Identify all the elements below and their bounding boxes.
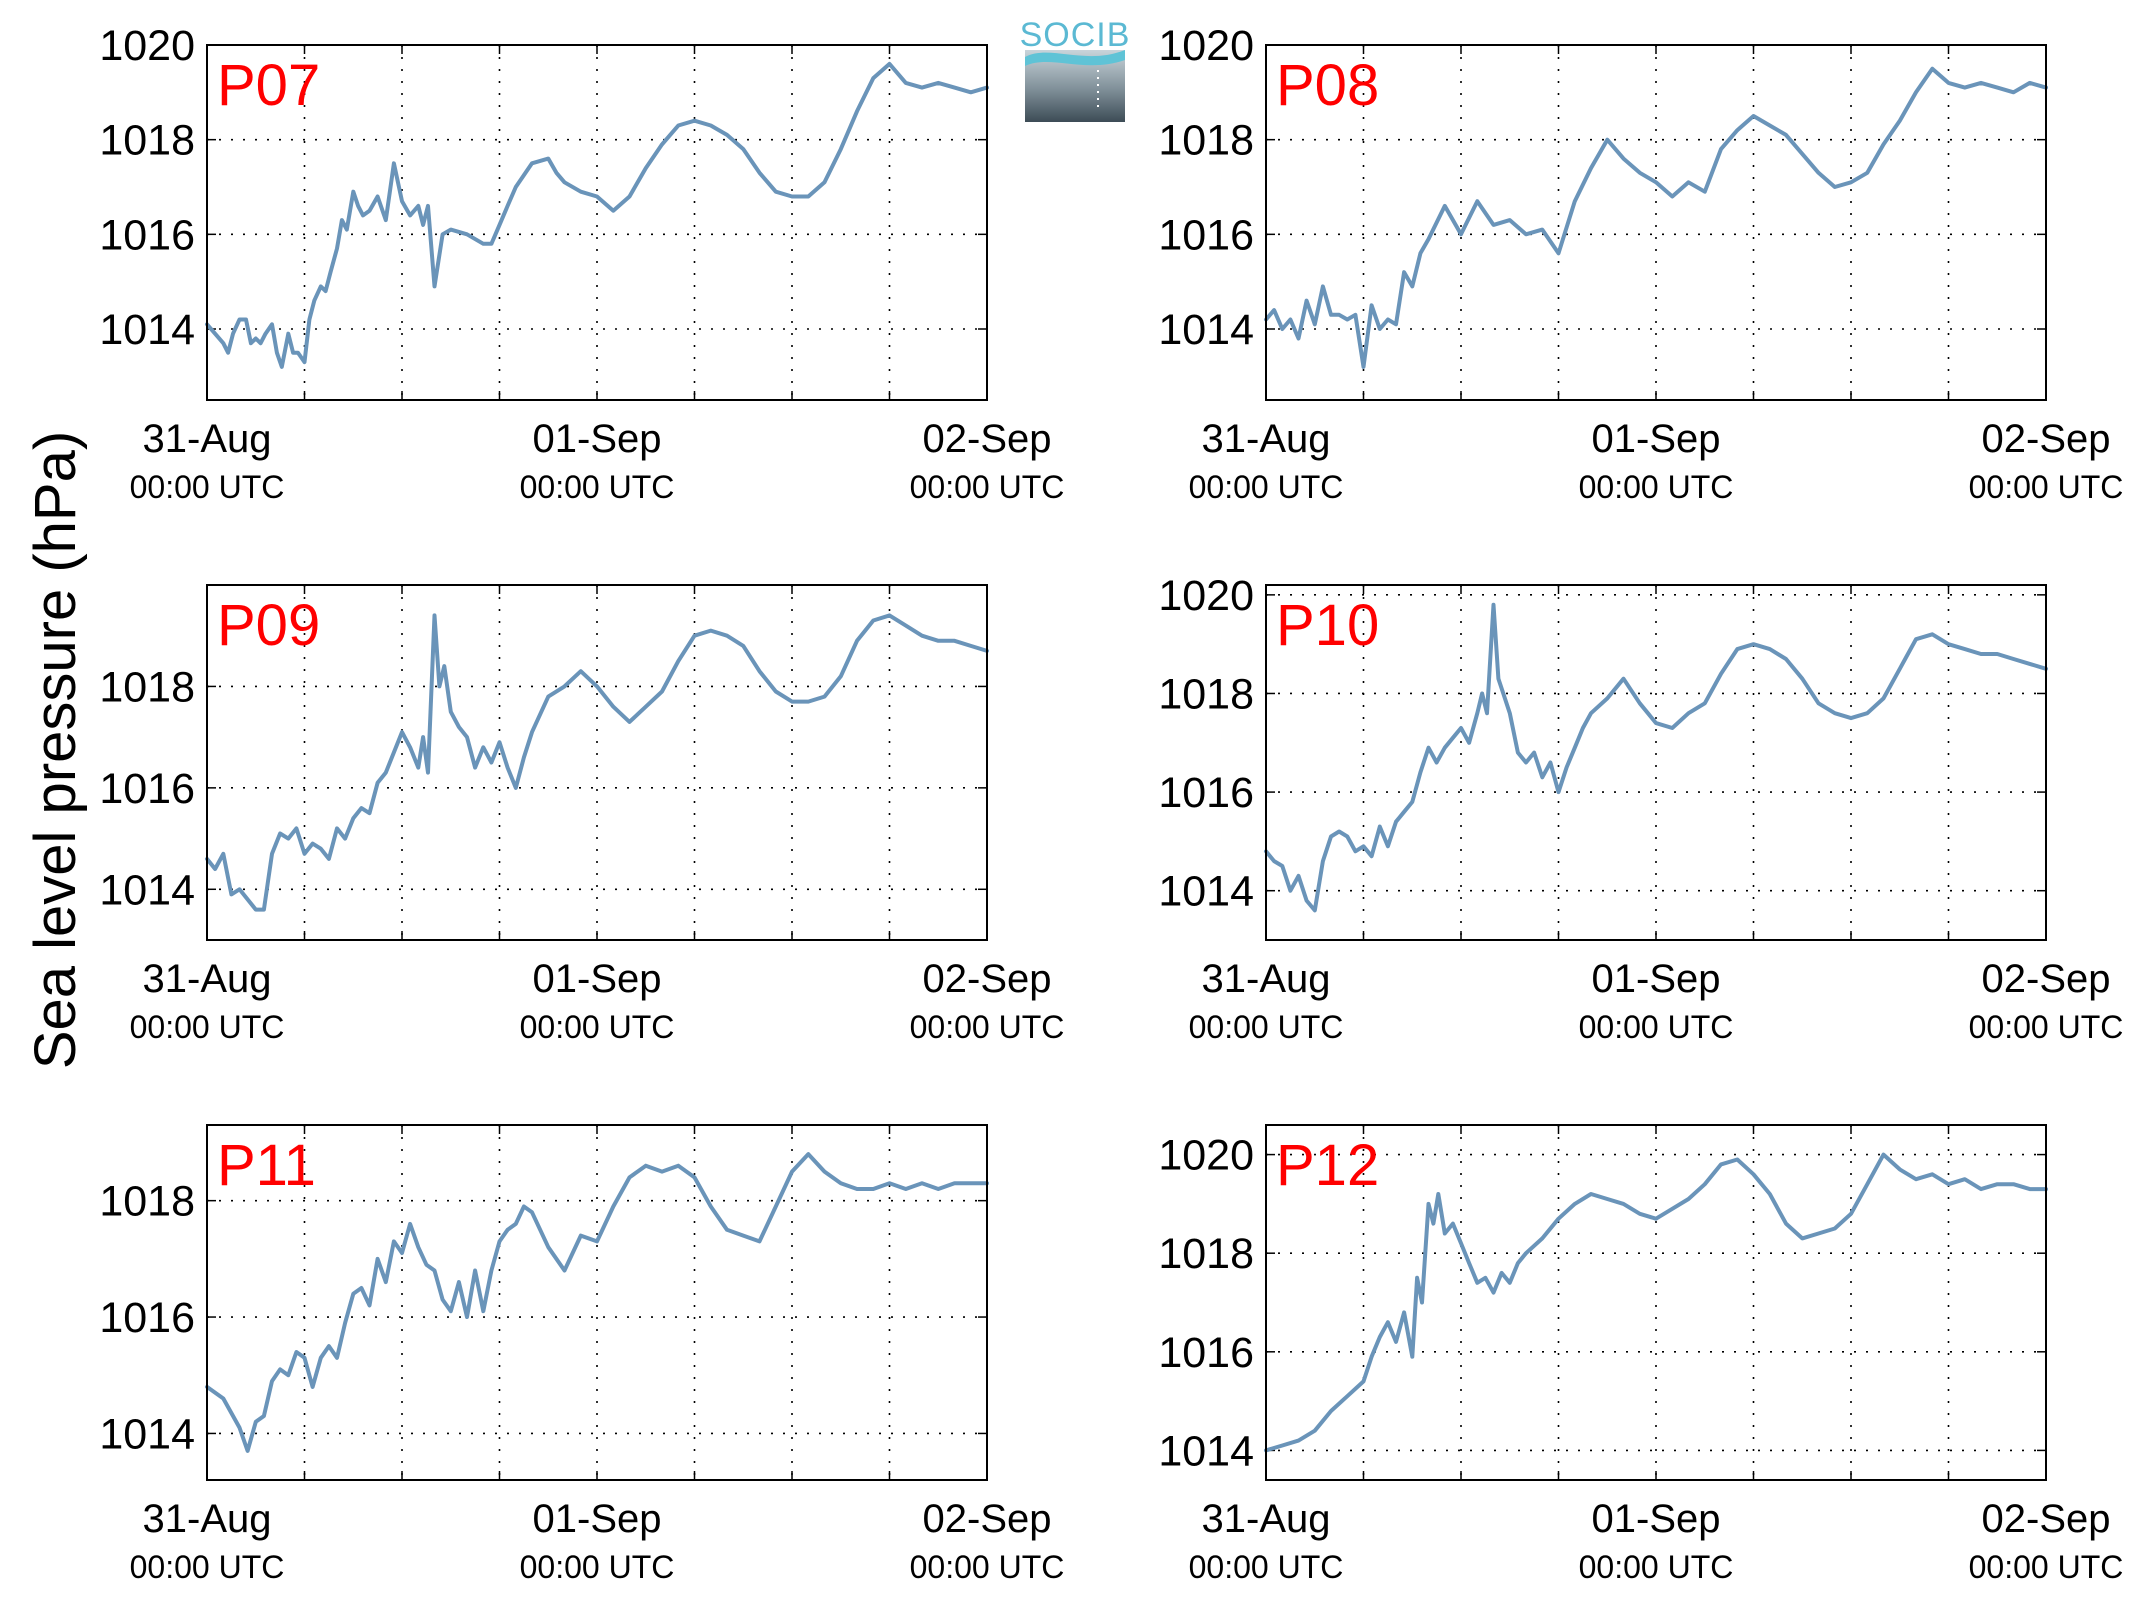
logo-text: SOCIB: [1020, 16, 1131, 54]
panel-title: P10: [1276, 593, 1379, 658]
y-tick-label: 1014: [1158, 868, 1254, 916]
y-tick-label: 1018: [1158, 670, 1254, 718]
series-line-p12: [1264, 1152, 2048, 1453]
y-tick-label: 1014: [1158, 306, 1254, 354]
x-tick-label-date: 02-Sep: [923, 1497, 1052, 1541]
x-tick-label-time: 00:00 UTC: [1969, 1009, 2124, 1045]
x-tick-label-date: 31-Aug: [1202, 417, 1331, 461]
x-tick-label-date: 02-Sep: [1982, 417, 2111, 461]
x-tick-label-time: 00:00 UTC: [130, 469, 285, 505]
panel-title: P12: [1276, 1133, 1379, 1198]
y-tick-label: 1014: [99, 306, 195, 354]
x-tick-label-date: 01-Sep: [533, 1497, 662, 1541]
series-line-p10: [1264, 602, 2048, 913]
y-tick-label: 1018: [1158, 1230, 1254, 1278]
y-tick-label: 1016: [1158, 211, 1254, 259]
x-tick-label-time: 00:00 UTC: [1189, 469, 1344, 505]
x-tick-label-date: 31-Aug: [1202, 1497, 1331, 1541]
x-tick-label-date: 01-Sep: [1592, 957, 1721, 1001]
x-tick-label-date: 31-Aug: [143, 1497, 272, 1541]
x-tick-label-date: 02-Sep: [923, 417, 1052, 461]
x-tick-label-time: 00:00 UTC: [520, 469, 675, 505]
x-tick-label-time: 00:00 UTC: [1969, 1549, 2124, 1585]
panel-title: P11: [217, 1133, 316, 1198]
y-tick-label: 1018: [1158, 117, 1254, 165]
y-tick-label: 1014: [99, 1410, 195, 1458]
panel-p11: 1014 1016 1018 31-Aug 00:00 UTC 01-Sep 00:00 U…: [99, 1124, 1065, 1585]
y-tick-label: 1020: [1158, 1132, 1254, 1180]
series-line-p07: [205, 61, 989, 369]
y-tick-label: 1018: [99, 1178, 195, 1226]
x-tick-label-time: 00:00 UTC: [130, 1549, 285, 1585]
x-tick-label-time: 00:00 UTC: [1579, 1549, 1734, 1585]
x-tick-label-time: 00:00 UTC: [910, 1009, 1065, 1045]
axes-frame: [206, 44, 988, 401]
series-line-p11: [205, 1152, 989, 1453]
x-tick-label-time: 00:00 UTC: [910, 1549, 1065, 1585]
axes-frame: [1265, 1124, 2047, 1481]
x-tick-label-date: 01-Sep: [1592, 1497, 1721, 1541]
y-tick-label: 1020: [1158, 22, 1254, 70]
panel-grid: 1014 1016 1018 1020 31-Aug 00:00 UTC 01-Sep 00:…: [99, 22, 2123, 1585]
y-tick-label: 1016: [99, 1294, 195, 1342]
panel-p08: 1014 1016 1018 1020 31-Aug 00:00 UTC 01-Sep 00:…: [1158, 22, 2123, 505]
series-line-p08: [1264, 66, 2048, 369]
x-tick-label-time: 00:00 UTC: [520, 1009, 675, 1045]
y-tick-label: 1016: [99, 211, 195, 259]
series-line-p09: [205, 613, 989, 912]
axes-frame: [1265, 44, 2047, 401]
x-tick-label-date: 31-Aug: [143, 417, 272, 461]
axes-frame: [1265, 584, 2047, 941]
x-tick-label-time: 00:00 UTC: [1969, 469, 2124, 505]
panel-p12: 1014 1016 1018 1020 31-Aug 00:00 UTC 01-Sep 00:…: [1158, 1124, 2124, 1585]
y-tick-label: 1018: [99, 663, 195, 711]
x-tick-label-date: 02-Sep: [923, 957, 1052, 1001]
panel-p09: 1014 1016 1018 31-Aug 00:00 UTC 01-Sep 00:00 U…: [99, 584, 1065, 1045]
x-tick-label-time: 00:00 UTC: [1189, 1009, 1344, 1045]
x-tick-label-date: 31-Aug: [143, 957, 272, 1001]
socib-logo: SOCIB: [1020, 16, 1131, 122]
x-tick-label-time: 00:00 UTC: [1189, 1549, 1344, 1585]
axes-frame: [206, 1124, 988, 1481]
x-tick-label-time: 00:00 UTC: [910, 469, 1065, 505]
y-tick-label: 1014: [99, 866, 195, 914]
logo-wave: [1025, 50, 1125, 66]
y-tick-label: 1016: [99, 765, 195, 813]
x-tick-label-date: 01-Sep: [533, 417, 662, 461]
panel-p07: 1014 1016 1018 1020 31-Aug 00:00 UTC 01-Sep 00:…: [99, 22, 1064, 505]
y-tick-label: 1020: [99, 22, 195, 70]
x-tick-label-time: 00:00 UTC: [520, 1549, 675, 1585]
panel-title: P08: [1276, 53, 1379, 118]
y-axis-label: Sea level pressure (hPa): [23, 431, 88, 1069]
x-tick-label-time: 00:00 UTC: [1579, 469, 1734, 505]
y-tick-label: 1018: [99, 117, 195, 165]
panel-title: P09: [217, 593, 320, 658]
x-tick-label-date: 01-Sep: [533, 957, 662, 1001]
x-tick-label-time: 00:00 UTC: [130, 1009, 285, 1045]
x-tick-label-time: 00:00 UTC: [1579, 1009, 1734, 1045]
axes-frame: [206, 584, 988, 941]
y-tick-label: 1016: [1158, 1329, 1254, 1377]
x-tick-label-date: 02-Sep: [1982, 1497, 2111, 1541]
x-tick-label-date: 02-Sep: [1982, 957, 2111, 1001]
y-tick-label: 1014: [1158, 1427, 1254, 1475]
panel-title: P07: [217, 53, 320, 118]
y-tick-label: 1020: [1158, 572, 1254, 620]
x-tick-label-date: 31-Aug: [1202, 957, 1331, 1001]
x-tick-label-date: 01-Sep: [1592, 417, 1721, 461]
y-tick-label: 1016: [1158, 769, 1254, 817]
panel-p10: 1014 1016 1018 1020 31-Aug 00:00 UTC 01-Sep 00:…: [1158, 572, 2123, 1045]
